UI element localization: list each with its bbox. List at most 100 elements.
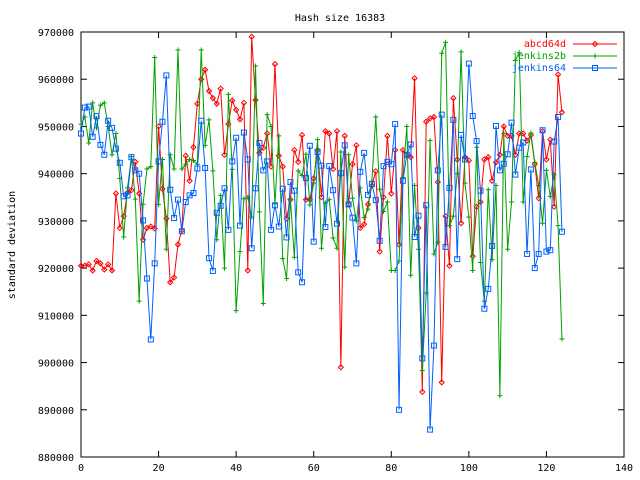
data-point — [531, 161, 538, 168]
data-point — [345, 201, 352, 208]
data-point — [85, 261, 92, 268]
data-point — [485, 153, 492, 161]
data-point — [256, 209, 262, 215]
data-point — [543, 156, 550, 163]
y-tick-label: 920000 — [38, 264, 74, 275]
data-point — [388, 190, 395, 197]
data-point — [381, 208, 387, 214]
data-point — [520, 139, 527, 146]
data-point — [311, 180, 317, 186]
data-point — [423, 202, 430, 209]
data-point — [241, 196, 247, 202]
data-point — [124, 192, 131, 199]
data-point — [489, 242, 496, 249]
data-point — [279, 185, 286, 192]
y-tick-label: 900000 — [38, 359, 74, 370]
data-point — [294, 158, 302, 166]
data-point — [260, 144, 267, 151]
data-point — [395, 241, 403, 248]
data-point — [543, 167, 549, 173]
data-point — [338, 149, 344, 155]
data-point — [159, 118, 166, 125]
data-point — [314, 148, 321, 155]
data-point — [190, 144, 197, 151]
data-point — [384, 132, 391, 140]
data-point — [430, 113, 438, 121]
data-point — [326, 130, 333, 137]
data-point — [493, 122, 500, 129]
data-point — [438, 111, 445, 118]
y-tick-label: 960000 — [38, 75, 74, 86]
data-point — [434, 167, 441, 174]
data-point — [233, 308, 239, 314]
data-point — [454, 256, 461, 263]
data-point — [388, 161, 395, 168]
data-point — [86, 140, 92, 146]
data-point — [446, 262, 453, 269]
data-point — [187, 157, 193, 162]
data-point — [291, 187, 298, 194]
data-point — [516, 144, 523, 151]
data-point — [306, 142, 313, 149]
data-point — [403, 151, 410, 158]
data-point — [392, 121, 399, 128]
data-point — [97, 260, 104, 267]
data-point — [540, 220, 546, 226]
x-tick-label: 120 — [537, 463, 555, 474]
data-point — [260, 301, 266, 307]
data-point — [121, 234, 127, 240]
data-point — [558, 228, 565, 235]
data-point — [334, 245, 340, 251]
data-point — [461, 153, 469, 161]
data-point — [527, 166, 534, 173]
data-point — [225, 91, 231, 97]
data-point — [221, 151, 228, 158]
data-point — [178, 228, 185, 235]
data-point — [357, 168, 364, 175]
data-point — [93, 257, 100, 265]
data-point — [171, 215, 178, 222]
data-point — [89, 267, 96, 274]
data-point — [147, 223, 155, 230]
data-point — [524, 154, 530, 160]
data-point — [446, 223, 452, 229]
data-point — [528, 130, 534, 136]
data-point — [244, 267, 251, 274]
data-point — [163, 246, 169, 252]
data-point — [550, 203, 558, 210]
data-point — [105, 117, 112, 124]
data-point — [222, 265, 228, 271]
data-point — [442, 243, 449, 250]
data-point — [368, 181, 375, 188]
data-point — [264, 112, 270, 118]
data-point — [466, 214, 472, 220]
x-tick-label: 60 — [308, 463, 320, 474]
data-point — [240, 99, 248, 107]
data-point — [101, 266, 108, 273]
data-point — [535, 250, 542, 257]
data-point — [113, 131, 119, 137]
data-point — [236, 116, 244, 123]
data-point — [492, 159, 500, 166]
data-point — [182, 199, 189, 205]
x-tick-label: 140 — [615, 463, 633, 474]
data-point — [462, 180, 468, 186]
data-point — [322, 224, 329, 231]
data-point — [276, 133, 282, 139]
y-tick-label: 890000 — [38, 406, 74, 417]
data-point — [144, 166, 150, 172]
data-point — [268, 226, 275, 233]
data-point — [376, 237, 383, 244]
data-point — [132, 158, 139, 166]
data-point — [554, 71, 562, 78]
data-point — [310, 238, 317, 245]
data-point — [132, 196, 138, 202]
data-point — [450, 213, 456, 219]
data-point — [485, 285, 492, 292]
data-point — [132, 167, 139, 174]
data-point — [279, 163, 286, 170]
data-point — [439, 50, 445, 56]
data-point — [287, 179, 294, 186]
data-point — [252, 185, 259, 192]
data-point — [101, 151, 108, 158]
